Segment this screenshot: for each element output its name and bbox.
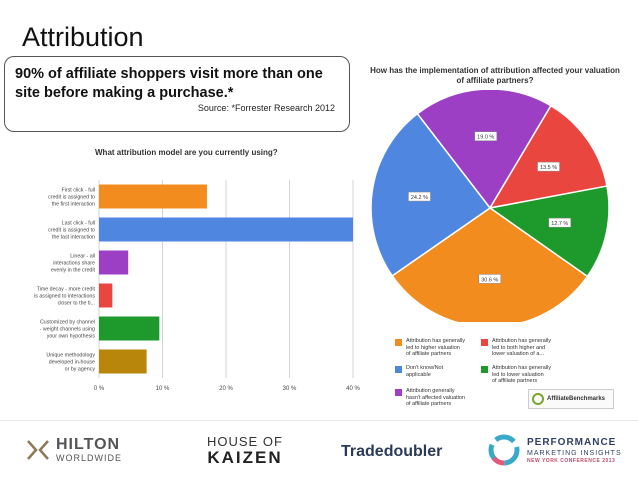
pie-value-label: 13.5 %	[540, 165, 557, 171]
pmi-line-2: MARKETING INSIGHTS	[527, 449, 622, 457]
legend-label: Attribution has generally led to higher v…	[406, 338, 466, 357]
bar-category-label: - weight channels using	[40, 327, 95, 333]
pie-value-label-box	[478, 274, 502, 284]
legend-swatch	[395, 389, 402, 396]
slide-title: Attribution	[22, 22, 144, 52]
bar	[99, 250, 129, 275]
hilton-h-icon	[27, 440, 49, 460]
bar	[99, 184, 207, 209]
legend-swatch	[395, 339, 402, 346]
bar-category-label: evenly in the credit	[51, 268, 96, 274]
pie-title-line-1: How has the implementation of attributio…	[370, 66, 620, 75]
callout-box: 90% of affiliate shoppers visit more tha…	[4, 56, 350, 132]
kaizen-logo: HOUSE OF KAIZEN	[207, 435, 283, 467]
bar-category-label: Time decay - more credit	[37, 287, 96, 293]
bar-x-tick-label: 0 %	[94, 386, 105, 392]
bar-x-tick-label: 20 %	[219, 386, 233, 392]
callout-headline: 90% of affiliate shoppers visit more tha…	[15, 66, 323, 101]
bar-category-label: developed in-house	[49, 360, 95, 366]
pie-value-label: 19.0 %	[477, 135, 494, 141]
bar-category-label: your own hypothesis	[47, 334, 96, 340]
legend-item: Attribution generally hasn't affected val…	[395, 388, 495, 408]
bar-category-label: Linear - all	[70, 254, 95, 260]
legend-swatch	[481, 339, 488, 346]
legend-label: Don't know/Not applicable	[406, 365, 444, 378]
bar-chart: 0 % 10 % 20 % 30 % 40 %First click - fullcre…	[34, 180, 360, 392]
bar-chart-title: What attribution model are you currently…	[95, 148, 278, 157]
pie-value-label-box	[474, 131, 497, 141]
legend-swatch	[395, 366, 402, 373]
bar-x-tick-label: 30 %	[283, 386, 297, 392]
kaizen-bottom: KAIZEN	[207, 448, 283, 467]
hilton-sub: WORLDWIDE	[56, 453, 122, 463]
bar-x-tick-label: 10 %	[156, 386, 170, 392]
pmi-ring-icon	[488, 434, 520, 466]
bar-category-label: the first interaction	[52, 202, 95, 208]
bar-category-label: is assigned to interactions	[34, 294, 95, 300]
legend-item: Don't know/Not applicable	[395, 365, 495, 378]
bar-x-tick-label: 40 %	[346, 386, 360, 392]
ab-ring-icon	[532, 393, 544, 405]
bar	[99, 349, 147, 374]
pie-slice	[416, 90, 552, 210]
bar	[99, 283, 113, 308]
ab-brand-text: AffiliateBenchmarks	[547, 396, 606, 402]
hilton-name: HILTON	[56, 436, 121, 453]
pie-slice	[488, 104, 608, 210]
bar-category-label: credit is assigned to	[48, 195, 95, 201]
pie-value-label: 30.6 %	[481, 277, 498, 283]
bar-category-label: Customized by channel	[40, 320, 95, 326]
pie-slice	[391, 207, 589, 322]
pie-title-line-2: of affiliate partners?	[456, 76, 534, 85]
bar-category-label: Last click - full	[62, 221, 95, 227]
pmi-line-1: PERFORMANCE	[527, 436, 617, 448]
pie-value-label: 12.7 %	[551, 221, 568, 227]
callout-source: Source: *Forrester Research 2012	[197, 103, 335, 113]
pie-value-label: 24.2 %	[411, 195, 428, 201]
pie-chart-title: How has the implementation of attributio…	[365, 66, 625, 86]
pmi-line-3: NEW YORK CONFERENCE 2013	[527, 457, 616, 464]
bar-category-label: First click - full	[61, 188, 95, 194]
bar-category-label: credit is assigned to	[48, 228, 95, 234]
legend-swatch	[481, 366, 488, 373]
pie-chart: 19.0 % 13.5 % 12.7 % 30.6 % 24.2 %	[370, 90, 610, 322]
pie-slice	[488, 185, 610, 278]
bar-category-label: closer to the ti...	[58, 301, 95, 307]
legend-label: Attribution has generally led to lower va…	[492, 365, 552, 384]
legend-item: Attribution has generally led to both hig…	[481, 338, 581, 358]
legend-label: Attribution generally hasn't affected val…	[406, 388, 466, 407]
pie-value-label-box	[548, 217, 572, 228]
pie-value-label-box	[408, 191, 431, 202]
hilton-logo: HILTON WORLDWIDE	[26, 437, 122, 463]
bar-category-label: interactions share	[53, 261, 95, 267]
pmi-logo: PERFORMANCE MARKETING INSIGHTS NEW YORK …	[487, 433, 622, 467]
sponsor-footer: HILTON WORLDWIDE HOUSE OF KAIZEN Tradedo…	[0, 420, 638, 479]
legend-item: Attribution has generally led to lower va…	[481, 365, 581, 385]
bar-category-label: the last interaction	[52, 235, 95, 241]
pie-value-label-box	[537, 161, 560, 172]
bar-category-label: or by agency	[65, 367, 96, 373]
bar	[99, 316, 160, 341]
bar	[99, 217, 353, 242]
affiliate-benchmarks-logo: AffiliateBenchmarks	[528, 389, 614, 409]
legend-label: Attribution has generally led to both hig…	[492, 338, 552, 357]
bar-category-label: Unique methodology	[46, 353, 95, 359]
legend-item: Attribution has generally led to higher v…	[395, 338, 495, 358]
tradedoubler-logo: Tradedoubler	[341, 443, 443, 460]
kaizen-top: HOUSE OF	[207, 434, 283, 449]
